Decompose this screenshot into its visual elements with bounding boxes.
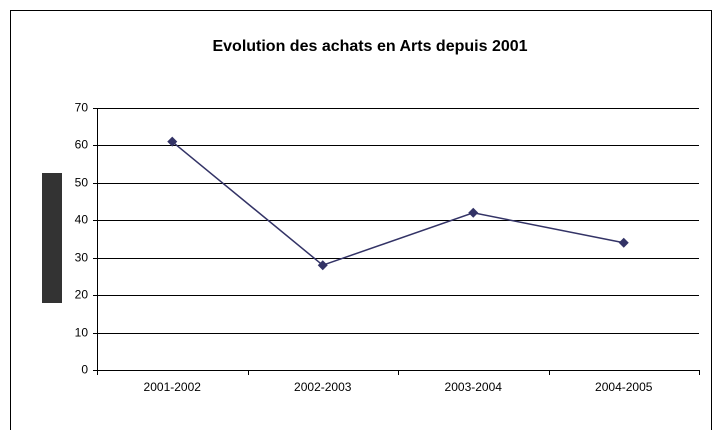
line — [171, 141, 624, 267]
y-tick-label: 20 — [75, 288, 89, 302]
redacted-axis-label — [42, 173, 62, 303]
x-tick-label: 2004-2005 — [595, 380, 653, 394]
marker — [167, 136, 178, 147]
marker — [317, 260, 328, 271]
x-tick-label: 2001-2002 — [144, 380, 202, 394]
y-tick-label: 30 — [75, 251, 89, 265]
y-tick-label: 40 — [75, 213, 89, 227]
y-tick-label: 0 — [81, 363, 88, 377]
marker — [468, 207, 479, 218]
y-tick-label: 70 — [75, 101, 89, 115]
y-tick-label: 50 — [75, 176, 89, 190]
y-tick-label: 60 — [75, 138, 89, 152]
marker — [618, 237, 629, 248]
x-tick-label: 2002-2003 — [294, 380, 352, 394]
x-tick-label: 2003-2004 — [445, 380, 503, 394]
chart-title: Evolution des achats en Arts depuis 2001 — [212, 38, 527, 55]
y-tick-label: 10 — [75, 326, 89, 340]
